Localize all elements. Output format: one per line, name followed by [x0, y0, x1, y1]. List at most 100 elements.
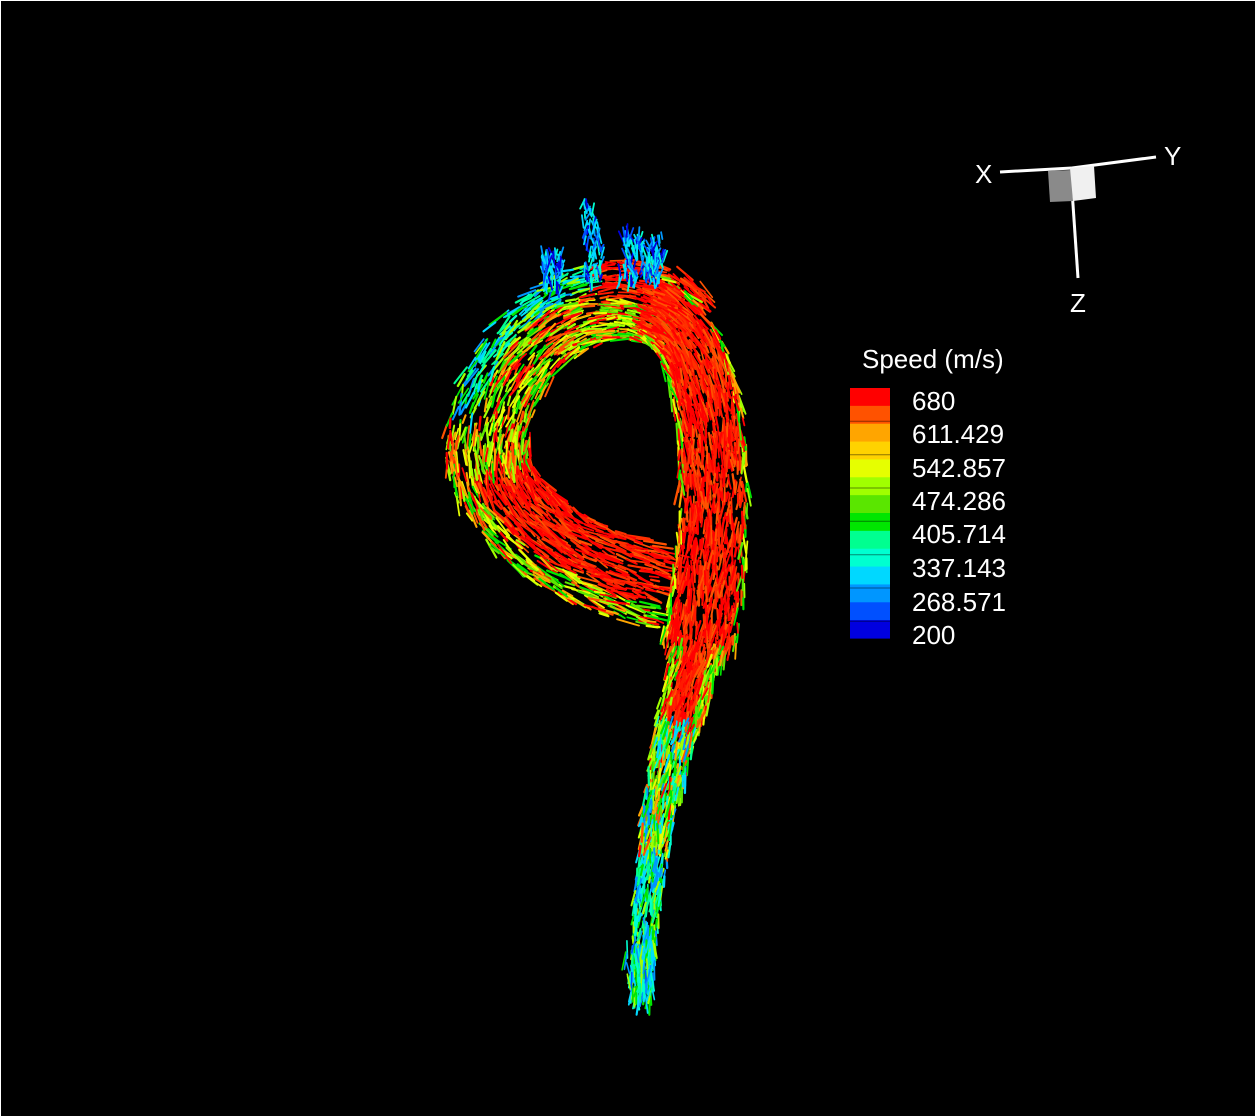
- streamline-segment: [549, 324, 565, 337]
- streamline-segment: [681, 719, 686, 738]
- streamline-segment: [603, 562, 615, 568]
- streamline-segment: [516, 527, 526, 538]
- streamline-segment: [621, 247, 628, 260]
- streamline-segment: [577, 347, 590, 357]
- streamline-segment: [668, 715, 674, 730]
- streamline-segment: [714, 502, 719, 514]
- streamline-segment: [694, 620, 702, 638]
- streamline-segment: [692, 328, 701, 338]
- streamline-segment: [732, 559, 737, 575]
- streamline-segment: [724, 547, 728, 558]
- streamline-segment: [521, 438, 525, 456]
- streamline-segment: [700, 375, 704, 390]
- streamline-segment: [644, 334, 655, 343]
- streamline-segment: [687, 595, 691, 616]
- streamline-segment: [718, 360, 725, 376]
- streamline-segment: [561, 306, 572, 311]
- streamline-segment: [574, 599, 592, 611]
- streamline-segment: [719, 650, 724, 667]
- streamline-segment: [512, 505, 531, 523]
- streamline-segment: [662, 827, 667, 839]
- streamline-segment: [686, 580, 690, 599]
- streamline-segment: [668, 314, 679, 325]
- streamline-segment: [691, 356, 699, 365]
- streamline-segment: [713, 384, 719, 407]
- streamline-segment: [589, 283, 611, 292]
- streamline-segment: [478, 415, 482, 432]
- streamline-segment: [702, 328, 714, 348]
- streamline-segment: [622, 226, 626, 238]
- streamline-segment: [606, 316, 616, 321]
- streamline-segment: [593, 263, 597, 278]
- legend-swatch: [850, 495, 890, 514]
- streamline-segment: [730, 496, 733, 514]
- streamline-segment: [680, 687, 685, 696]
- streamline-segment: [453, 492, 460, 504]
- streamline-segment: [708, 622, 713, 642]
- streamline-segment: [447, 451, 456, 472]
- streamline-segment: [689, 312, 697, 324]
- streamline-segment: [488, 422, 494, 436]
- streamline-segment: [680, 711, 686, 726]
- streamline-segment: [718, 645, 725, 656]
- streamline-segment: [738, 422, 743, 441]
- streamline-segment: [618, 579, 637, 588]
- streamline-segment: [493, 488, 508, 506]
- streamline-segment: [548, 509, 562, 519]
- streamline-segment: [477, 482, 488, 506]
- streamline-segment: [717, 462, 721, 473]
- streamline-segment: [677, 594, 681, 612]
- orientation-triad: [999, 155, 1157, 279]
- streamline-segment: [650, 255, 654, 265]
- streamline-segment: [636, 309, 658, 316]
- streamline-segment: [491, 463, 495, 484]
- streamline-segment: [583, 219, 589, 232]
- streamline-segment: [511, 306, 524, 317]
- streamline-segment: [514, 400, 521, 414]
- streamline-segment: [721, 521, 729, 543]
- streamline-segment: [525, 575, 543, 588]
- streamline-segment: [741, 532, 748, 555]
- streamline-segment: [591, 322, 614, 328]
- streamline-segment: [496, 382, 505, 403]
- streamline-segment: [674, 741, 679, 761]
- streamline-segment: [632, 268, 638, 277]
- streamline-segment: [648, 570, 671, 581]
- streamline-segment: [649, 984, 654, 997]
- streamline-segment: [699, 560, 703, 571]
- streamline-segment: [730, 612, 736, 625]
- streamline-segment: [581, 228, 587, 239]
- streamline-segment: [637, 582, 654, 589]
- streamline-segment: [675, 663, 685, 680]
- streamline-segment: [705, 484, 712, 504]
- streamline-segment: [545, 338, 561, 354]
- streamline-segment: [623, 259, 627, 272]
- streamline-segment: [642, 243, 650, 252]
- streamline-segment: [652, 307, 666, 320]
- streamline-segment: [646, 338, 654, 350]
- streamline-segment: [727, 611, 733, 622]
- streamline-segment: [525, 390, 532, 401]
- streamline-segment: [664, 797, 673, 819]
- streamline-segment: [562, 311, 583, 322]
- streamline-segment: [593, 590, 606, 595]
- streamline-segment: [532, 571, 550, 582]
- streamline-segment: [653, 556, 672, 560]
- streamline-segment: [693, 421, 696, 438]
- streamline-segment: [661, 550, 675, 559]
- streamline-segment: [562, 568, 581, 584]
- streamline-segment: [683, 411, 689, 427]
- streamline-segment: [665, 760, 672, 773]
- streamline-segment: [534, 476, 551, 494]
- streamline-segment: [645, 239, 652, 250]
- streamline-segment: [721, 629, 726, 647]
- streamline-segment: [693, 663, 699, 675]
- streamline-segment: [680, 448, 684, 465]
- streamline-segment: [692, 587, 696, 607]
- streamline-segment: [697, 439, 700, 449]
- streamline-segment: [679, 367, 684, 387]
- streamline-segment: [617, 332, 633, 337]
- streamline-segment: [677, 637, 684, 656]
- streamline-segment: [733, 534, 737, 548]
